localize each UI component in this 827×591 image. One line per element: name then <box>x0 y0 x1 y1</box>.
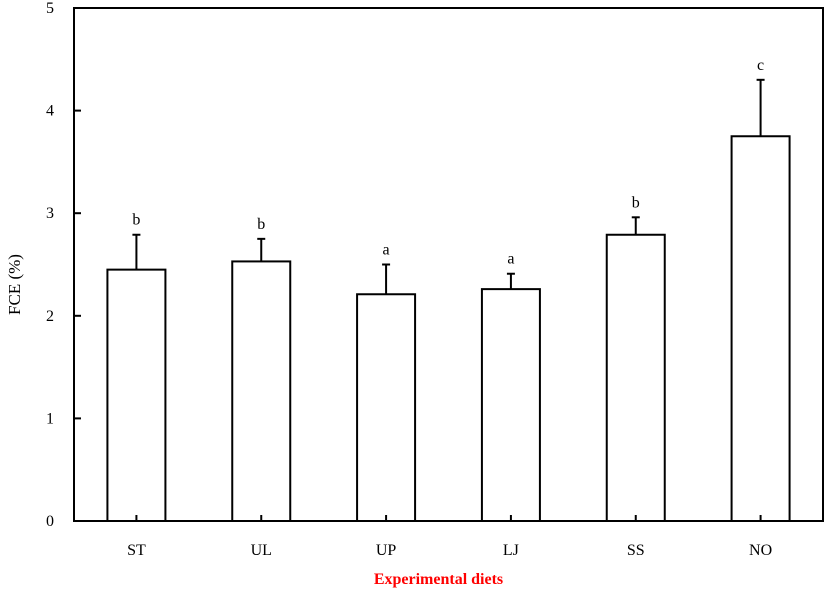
significance-letter: a <box>383 242 390 259</box>
y-tick-label: 5 <box>46 0 54 17</box>
x-tick-label: SS <box>627 542 645 559</box>
x-axis-label: Experimental diets <box>374 571 503 588</box>
plot-frame <box>73 7 824 522</box>
x-tick-label: UL <box>251 542 272 559</box>
bar-up <box>356 293 417 522</box>
bar-ul <box>231 260 292 522</box>
y-tick-label: 2 <box>46 308 54 325</box>
bar-no <box>730 135 791 522</box>
significance-letter: b <box>632 194 640 211</box>
significance-letter: b <box>132 212 140 229</box>
significance-letter: a <box>507 251 514 268</box>
bars <box>106 135 791 522</box>
significance-letters: b b a a b c <box>132 57 764 268</box>
x-axis-ticks: ST UL UP LJ SS NO <box>127 515 772 559</box>
significance-letter: b <box>257 216 265 233</box>
bar-st <box>106 268 167 522</box>
error-bars <box>132 78 765 295</box>
y-axis-ticks: 0 1 2 3 4 5 <box>46 0 81 530</box>
plot-border <box>73 7 824 522</box>
bar-ss <box>605 233 666 522</box>
y-tick-label: 3 <box>46 205 54 222</box>
x-tick-label: ST <box>127 542 146 559</box>
x-tick-label: LJ <box>503 542 519 559</box>
y-tick-label: 0 <box>46 513 54 530</box>
x-tick-label: UP <box>376 542 397 559</box>
y-tick-label: 4 <box>46 103 54 120</box>
y-tick-label: 1 <box>46 410 54 427</box>
significance-letter: c <box>757 57 764 74</box>
bar-lj <box>480 288 541 522</box>
x-tick-label: NO <box>749 542 772 559</box>
y-axis-label: FCE (%) <box>5 254 24 315</box>
